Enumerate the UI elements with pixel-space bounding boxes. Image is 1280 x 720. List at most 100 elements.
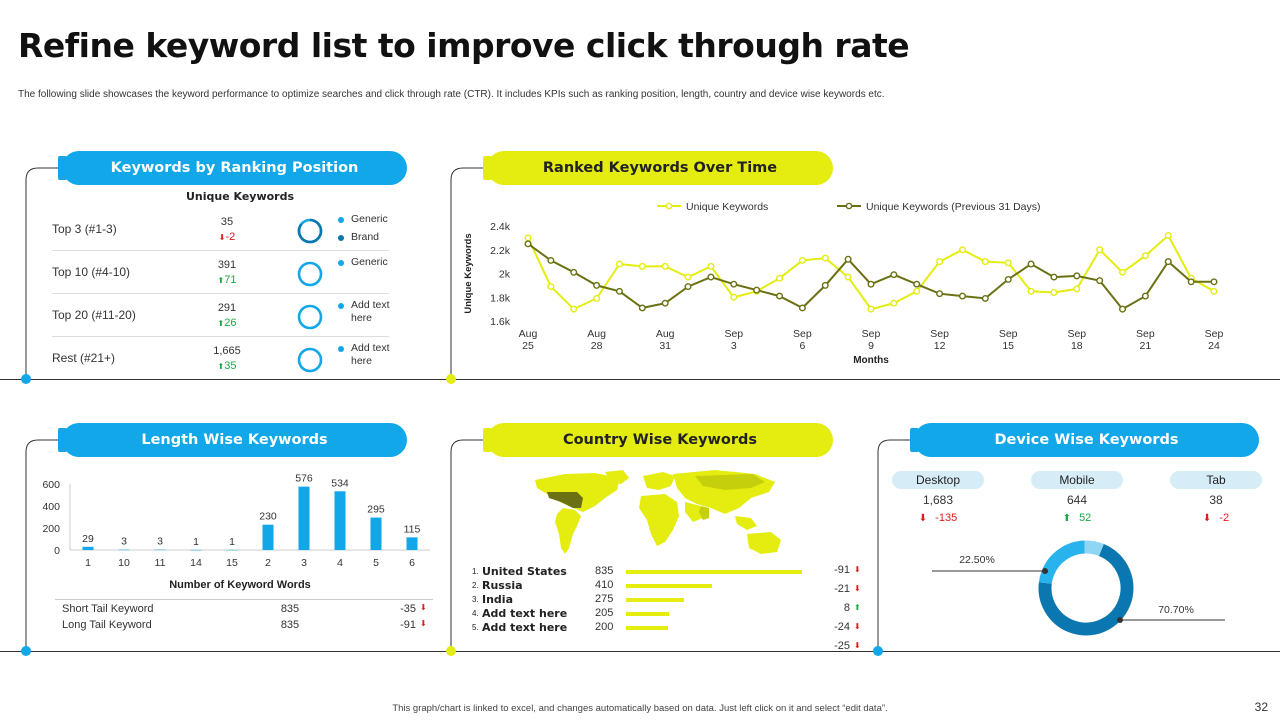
bar-value-label: 576 <box>295 473 313 485</box>
x-tick-label: 14 <box>190 557 202 569</box>
data-point <box>593 281 601 289</box>
data-point <box>936 258 944 266</box>
arrow-up-icon: ⬆ <box>854 603 861 612</box>
table-divider <box>55 599 433 600</box>
bar-value-label: 3 <box>157 536 163 548</box>
device-delta: ⬇ -135 <box>892 512 984 524</box>
data-point <box>1164 232 1172 240</box>
ranking-legend-label: Add text here <box>351 342 390 367</box>
data-point <box>615 287 623 295</box>
page-title: Refine keyword list to improve click thr… <box>18 26 910 65</box>
device-delta-value: 52 <box>1079 512 1092 524</box>
data-point <box>798 256 806 264</box>
ranking-row-label: Top 20 (#11-20) <box>52 308 136 322</box>
ranking-legend-label: Brand <box>351 231 380 243</box>
data-point <box>570 268 578 276</box>
bar <box>82 546 94 550</box>
data-point <box>547 256 555 264</box>
x-tick-label: 25 <box>522 340 534 352</box>
ranking-row-value: 391 <box>217 259 237 271</box>
x-tick-label: 21 <box>1140 340 1152 352</box>
data-point <box>981 294 989 302</box>
bar <box>298 486 310 550</box>
country-bar <box>626 570 802 574</box>
device-delta-value: -135 <box>935 512 958 524</box>
bar-value-label: 115 <box>404 523 421 535</box>
ring-base <box>297 304 323 330</box>
arrow-down-icon: ⬇ <box>420 619 427 628</box>
data-point <box>867 280 875 288</box>
data-point <box>684 273 692 281</box>
x-tick-label: Sep <box>1205 328 1224 340</box>
ranking-header: Keywords by Ranking Position <box>62 151 407 185</box>
y-tick-label: 400 <box>42 501 60 513</box>
arrow-up-icon: ⬆ <box>217 276 225 285</box>
x-tick-label: 6 <box>799 340 805 352</box>
data-point <box>1027 260 1035 268</box>
bar-value-label: 1 <box>229 536 235 548</box>
device-donut-chart: 22.50% 70.70% <box>932 540 1225 636</box>
node-dot <box>446 646 456 656</box>
data-point <box>707 273 715 281</box>
country-value: 200 <box>595 621 614 633</box>
country-bar <box>626 612 670 616</box>
data-point <box>890 299 898 307</box>
device-header: Device Wise Keywords <box>914 423 1259 457</box>
arrow-down-icon: ⬇ <box>854 565 861 574</box>
country-delta: -91 <box>834 564 850 576</box>
data-point <box>1073 272 1081 280</box>
length-row-delta: -91 <box>400 619 416 631</box>
country-name: Add text here <box>482 607 568 620</box>
bar-value-label: 1 <box>193 536 199 548</box>
y-tick-label: 600 <box>42 479 60 491</box>
data-point <box>958 292 966 300</box>
device-delta: ⬇ -2 <box>1170 512 1262 524</box>
ranking-legend-label: Add text here <box>351 299 390 324</box>
device-delta-value: -2 <box>1219 512 1230 524</box>
donut-slice-desktop <box>1038 540 1134 636</box>
data-point <box>958 246 966 254</box>
x-tick-label: 2 <box>265 557 271 569</box>
y-tick-label: 200 <box>42 523 60 535</box>
x-tick-label: 10 <box>118 557 130 569</box>
x-tick-label: 3 <box>301 557 307 569</box>
node-dot <box>21 646 31 656</box>
legend-marker <box>845 202 853 210</box>
legend-marker <box>665 202 673 210</box>
country-header: Country Wise Keywords <box>487 423 833 457</box>
data-point <box>1096 277 1104 285</box>
row-divider <box>52 293 389 294</box>
bar-value-label: 3 <box>121 536 127 548</box>
y-tick-label: 2.2k <box>490 245 511 257</box>
x-axis-label: Months <box>853 355 889 366</box>
data-point <box>1141 292 1149 300</box>
device-value: 38 <box>1209 493 1223 507</box>
data-point <box>753 286 761 294</box>
data-point <box>730 293 738 301</box>
bar <box>118 549 130 551</box>
data-point <box>913 280 921 288</box>
device-label-desktop: Desktop <box>892 471 984 489</box>
arrow-up-icon: ⬆ <box>1062 513 1072 524</box>
legend-dot <box>338 260 344 266</box>
x-tick-label: Sep <box>862 328 881 340</box>
bar-value-label: 29 <box>82 533 94 545</box>
data-point <box>1073 285 1081 293</box>
ranking-row-delta: ⬆35 <box>197 360 257 372</box>
ranking-row-value: 1,665 <box>213 345 241 357</box>
data-point <box>1141 252 1149 260</box>
leader-dot <box>1117 617 1123 623</box>
arrow-down-icon: ⬇ <box>420 603 427 612</box>
row-separator-bottom <box>0 651 1280 652</box>
connector-length <box>25 439 60 651</box>
world-map <box>535 470 781 554</box>
data-point <box>1004 259 1012 267</box>
x-tick-label: Sep <box>724 328 743 340</box>
arrow-down-icon: ⬇ <box>218 233 226 242</box>
data-point <box>844 273 852 281</box>
ranking-row-delta: ⬇-2 <box>197 231 257 243</box>
ring-base <box>297 347 323 373</box>
data-point <box>936 290 944 298</box>
length-row-delta: -35 <box>400 603 416 615</box>
